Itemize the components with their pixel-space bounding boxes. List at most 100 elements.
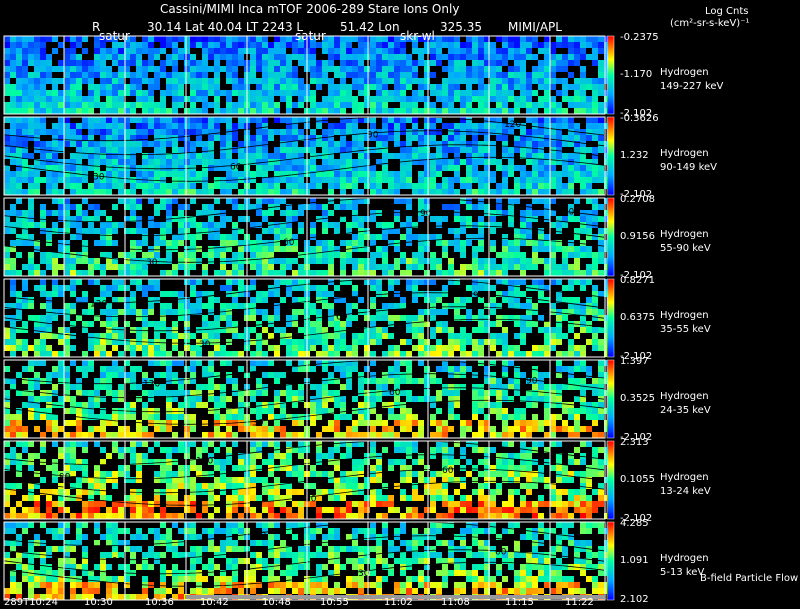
panel-energy-label: 13-24 keV	[660, 486, 711, 497]
units-title: Log Cnts	[705, 6, 749, 17]
contour-line	[3, 387, 605, 413]
panel-energy-label: 55-90 keV	[660, 243, 711, 254]
colorbar-max-label: -0.3626	[620, 113, 659, 124]
r-label: R	[92, 20, 101, 34]
event-mark-1: satur	[99, 29, 130, 43]
x-tick-label: 10:36	[145, 597, 174, 608]
heatmap-cells	[4, 36, 610, 600]
contour-label: 30	[199, 340, 211, 350]
contour-label: 60	[283, 238, 295, 248]
event-mark-3: skr-wl	[400, 29, 435, 43]
x-tick-label: 10:55	[320, 597, 349, 608]
contour-label: 120	[504, 120, 521, 130]
contour-label: 90	[526, 376, 538, 386]
contour-line	[3, 278, 605, 304]
colorbar-max-label: 2.313	[620, 437, 649, 448]
x-tick-label: 11:22	[565, 597, 594, 608]
colorbar-max-label: 4.285	[620, 518, 649, 529]
colorbars	[606, 35, 615, 601]
contour-line	[3, 359, 605, 385]
colorbar-min-label: -2.102	[620, 189, 653, 200]
chart-title: Cassini/MIMI Inca mTOF 2006-289 Stare Io…	[160, 2, 460, 16]
contour-label: 30	[358, 569, 370, 579]
contour-line	[3, 306, 605, 332]
contour-label: 60	[389, 388, 401, 398]
contour-label: 30	[93, 173, 105, 183]
panel-species-label: Hydrogen	[660, 67, 709, 78]
contour-label: 90	[112, 556, 124, 566]
contour-label: 30	[252, 419, 264, 429]
x-tick-label: 289T10:24	[4, 597, 59, 608]
colorbar-min-label: -2.102	[620, 351, 653, 362]
colorbar-max-label: 0.2708	[620, 194, 655, 205]
colorbar-max-label: -0.2375	[620, 32, 659, 43]
x-tick-label: 11:08	[441, 597, 470, 608]
contour-line	[3, 535, 605, 561]
colorbar	[606, 116, 615, 196]
contour-line	[3, 549, 605, 575]
contour-line	[3, 468, 605, 494]
contour-label: 30	[146, 258, 158, 268]
contour-line	[3, 454, 605, 480]
panel-species-label: Hydrogen	[660, 310, 709, 321]
panel-species-label: Hydrogen	[660, 148, 709, 159]
colorbar-max-label: 0.8271	[620, 275, 655, 286]
colorbar-min-label: -2.102	[620, 513, 653, 524]
contour-lines: 30 60 90 120 30 60 90 120 30 60 90 120 30 60 90 120 30 60…	[3, 116, 605, 587]
contour-line	[3, 440, 605, 466]
colorbar	[606, 440, 615, 520]
panel-energy-label: 5-13 keV	[660, 567, 705, 578]
x-tick-label: 11:15	[505, 597, 534, 608]
contour-label: 60	[336, 313, 348, 323]
x-tick-label: 11:02	[384, 597, 413, 608]
colorbar-max-label: 1.397	[620, 356, 649, 367]
footer-note: B-field Particle Flow	[700, 573, 799, 584]
lon-readout: 51.42 Lon	[340, 20, 400, 34]
colorbar	[606, 278, 615, 358]
x-tick-label: 10:30	[84, 597, 113, 608]
colorbar-min-label: -2.102	[620, 270, 653, 281]
panel-grid	[3, 35, 606, 601]
units-label: (cm²-sr-s-keV)⁻¹	[670, 18, 750, 29]
contour-label: 90	[420, 209, 432, 219]
contour-line	[3, 130, 605, 156]
contour-label: 90	[473, 291, 485, 301]
num-readout: 325.35	[440, 20, 482, 34]
contour-line	[3, 318, 605, 344]
colorbar-mid-label: 0.9156	[620, 231, 655, 242]
contour-line	[3, 561, 605, 587]
colorbar-mid-label: 0.6375	[620, 312, 655, 323]
colorbar	[606, 197, 615, 277]
lat-lt-readout: 30.14 Lat 40.04 LT 2243 L	[147, 20, 304, 34]
panel-species-label: Hydrogen	[660, 472, 709, 483]
panel-species-label: Hydrogen	[660, 229, 709, 240]
panel-energy-label: 24-35 keV	[660, 405, 711, 416]
contour-line	[3, 116, 605, 142]
footer-bar	[185, 595, 605, 599]
contour-label: 90	[367, 130, 379, 140]
colorbar-mid-label: -1.170	[620, 69, 653, 80]
contour-label: 120	[557, 207, 574, 217]
panel-energy-label: 35-55 keV	[660, 324, 711, 335]
colorbar-mid-label: 1.232	[620, 150, 649, 161]
contour-label: 90	[59, 472, 71, 482]
colorbar-mid-label: 0.3525	[620, 393, 655, 404]
contour-label: 120	[249, 531, 266, 541]
contour-line	[3, 480, 605, 506]
colorbar-min-label: -2.102	[620, 108, 653, 119]
event-mark-2: satur	[295, 29, 326, 43]
colorbar	[606, 35, 615, 115]
colorbar-min-label: 2.102	[620, 594, 649, 605]
colorbar-mid-label: 1.091	[620, 555, 649, 566]
contour-line	[3, 373, 605, 399]
contour-label: 120	[196, 456, 213, 466]
contour-label: 60	[230, 163, 242, 173]
contour-label: 120	[90, 300, 107, 310]
colorbar-min-label: -2.102	[620, 432, 653, 443]
panel-species-label: Hydrogen	[660, 391, 709, 402]
contour-label: 30	[305, 494, 317, 504]
mimi-label: MIMI/APL	[508, 20, 562, 34]
contour-label: 60	[442, 466, 454, 476]
colorbar-mid-label: 0.1055	[620, 474, 655, 485]
